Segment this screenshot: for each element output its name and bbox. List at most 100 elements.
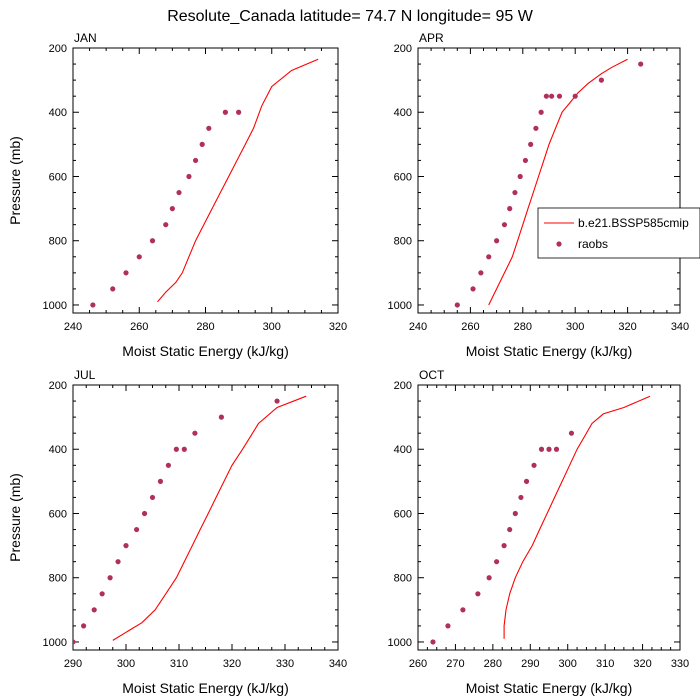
x-tick-label: 260: [130, 321, 148, 333]
x-tick-label: 240: [409, 321, 427, 333]
x-tick-label: 290: [521, 658, 539, 670]
raobs-point: [518, 494, 524, 501]
raobs-point: [173, 446, 179, 452]
raobs-point: [99, 591, 105, 597]
raobs-point: [538, 446, 545, 452]
raobs-point: [222, 109, 228, 115]
raobs-point: [186, 173, 192, 180]
raobs-point: [149, 238, 156, 244]
raobs-point: [107, 575, 113, 581]
raobs-point: [218, 414, 224, 420]
raobs-point: [638, 61, 644, 67]
x-tick-label: 310: [596, 658, 614, 670]
x-tick-label: 340: [329, 658, 347, 670]
y-tick-label: 600: [394, 508, 412, 520]
x-tick-label: 300: [263, 321, 281, 333]
raobs-point: [445, 623, 451, 629]
plot-frame: [72, 47, 339, 314]
y-axis-label: Pressure (mb): [7, 473, 23, 562]
x-tick-label: 280: [514, 321, 532, 333]
panel-jan: 240 260 280 300 320 200 400 600 800 1000 JAN Moist …: [7, 31, 347, 359]
model-profile-line: [112, 395, 307, 641]
raobs-point: [531, 462, 537, 468]
raobs-point: [538, 109, 544, 115]
plot-area: [454, 58, 644, 308]
figure-title: Resolute_Canada latitude= 74.7 N longitu…: [167, 8, 533, 25]
raobs-point: [517, 173, 523, 180]
raobs-point: [123, 543, 129, 549]
raobs-point: [478, 270, 484, 276]
y-tick-label: 400: [49, 444, 67, 456]
raobs-point: [522, 157, 529, 164]
y-axis-label: Pressure (mb): [7, 136, 23, 225]
raobs-point: [494, 238, 500, 244]
raobs-point: [206, 125, 212, 131]
raobs-point: [512, 510, 518, 517]
x-tick-label: 300: [559, 658, 577, 670]
raobs-point: [163, 222, 169, 228]
raobs-point: [533, 125, 539, 131]
panel-label: JAN: [74, 31, 97, 45]
y-tick-label: 600: [49, 171, 67, 183]
raobs-point: [556, 93, 563, 99]
raobs-point: [470, 286, 476, 292]
raobs-point: [598, 77, 605, 83]
raobs-point: [165, 462, 171, 468]
raobs-point: [501, 222, 508, 228]
raobs-point: [546, 446, 552, 452]
x-tick-label: 280: [484, 658, 502, 670]
y-tick-label: 600: [394, 171, 412, 183]
y-tick-label: 400: [394, 107, 412, 119]
y-tick-label: 400: [394, 444, 412, 456]
raobs-point: [507, 526, 513, 533]
raobs-point: [568, 430, 575, 436]
y-tick-label: 400: [49, 107, 67, 119]
raobs-point: [91, 607, 97, 613]
raobs-point: [236, 109, 242, 115]
plot-frame: [417, 47, 681, 314]
y-tick-label: 200: [394, 380, 412, 392]
y-tick-label: 800: [394, 573, 412, 585]
raobs-point: [501, 543, 507, 549]
x-axis-label: Moist Static Energy (kJ/kg): [466, 680, 633, 696]
raobs-point: [90, 302, 96, 308]
x-tick-label: 270: [446, 658, 464, 670]
y-tick-label: 1000: [43, 300, 67, 312]
raobs-point: [523, 478, 530, 484]
raobs-point: [572, 93, 578, 99]
plot-area: [430, 395, 651, 645]
legend-box: [537, 207, 700, 259]
x-axis-label: Moist Static Energy (kJ/kg): [466, 343, 633, 359]
plot-area: [73, 395, 307, 645]
raobs-point: [81, 623, 87, 629]
model-profile-line: [488, 58, 628, 306]
raobs-point: [430, 639, 436, 645]
raobs-point: [454, 302, 460, 308]
raobs-point: [169, 206, 175, 212]
plot-frame: [72, 384, 339, 651]
raobs-point: [512, 189, 518, 196]
y-tick-label: 600: [49, 508, 67, 520]
raobs-point: [553, 446, 560, 452]
y-tick-label: 800: [49, 236, 67, 248]
y-tick-label: 200: [49, 43, 67, 55]
x-tick-label: 340: [671, 321, 689, 333]
y-tick-label: 800: [394, 236, 412, 248]
raobs-point: [115, 559, 121, 565]
raobs-point: [543, 93, 549, 99]
raobs-point: [486, 254, 492, 260]
legend-label-model: b.e21.BSSP585cmip: [578, 216, 689, 230]
raobs-point: [494, 559, 500, 565]
panel-apr: 240 260 280 300 320 340 200 400 600 800 1000 APR Moi…: [388, 31, 700, 359]
raobs-point: [549, 93, 555, 99]
raobs-point: [157, 478, 164, 484]
raobs-point: [73, 639, 76, 645]
model-profile-line: [503, 395, 651, 639]
y-tick-label: 1000: [388, 637, 412, 649]
raobs-point: [141, 510, 148, 517]
raobs-point: [475, 591, 481, 597]
x-tick-label: 310: [170, 658, 188, 670]
raobs-point: [528, 141, 534, 147]
plot-area: [90, 58, 319, 308]
